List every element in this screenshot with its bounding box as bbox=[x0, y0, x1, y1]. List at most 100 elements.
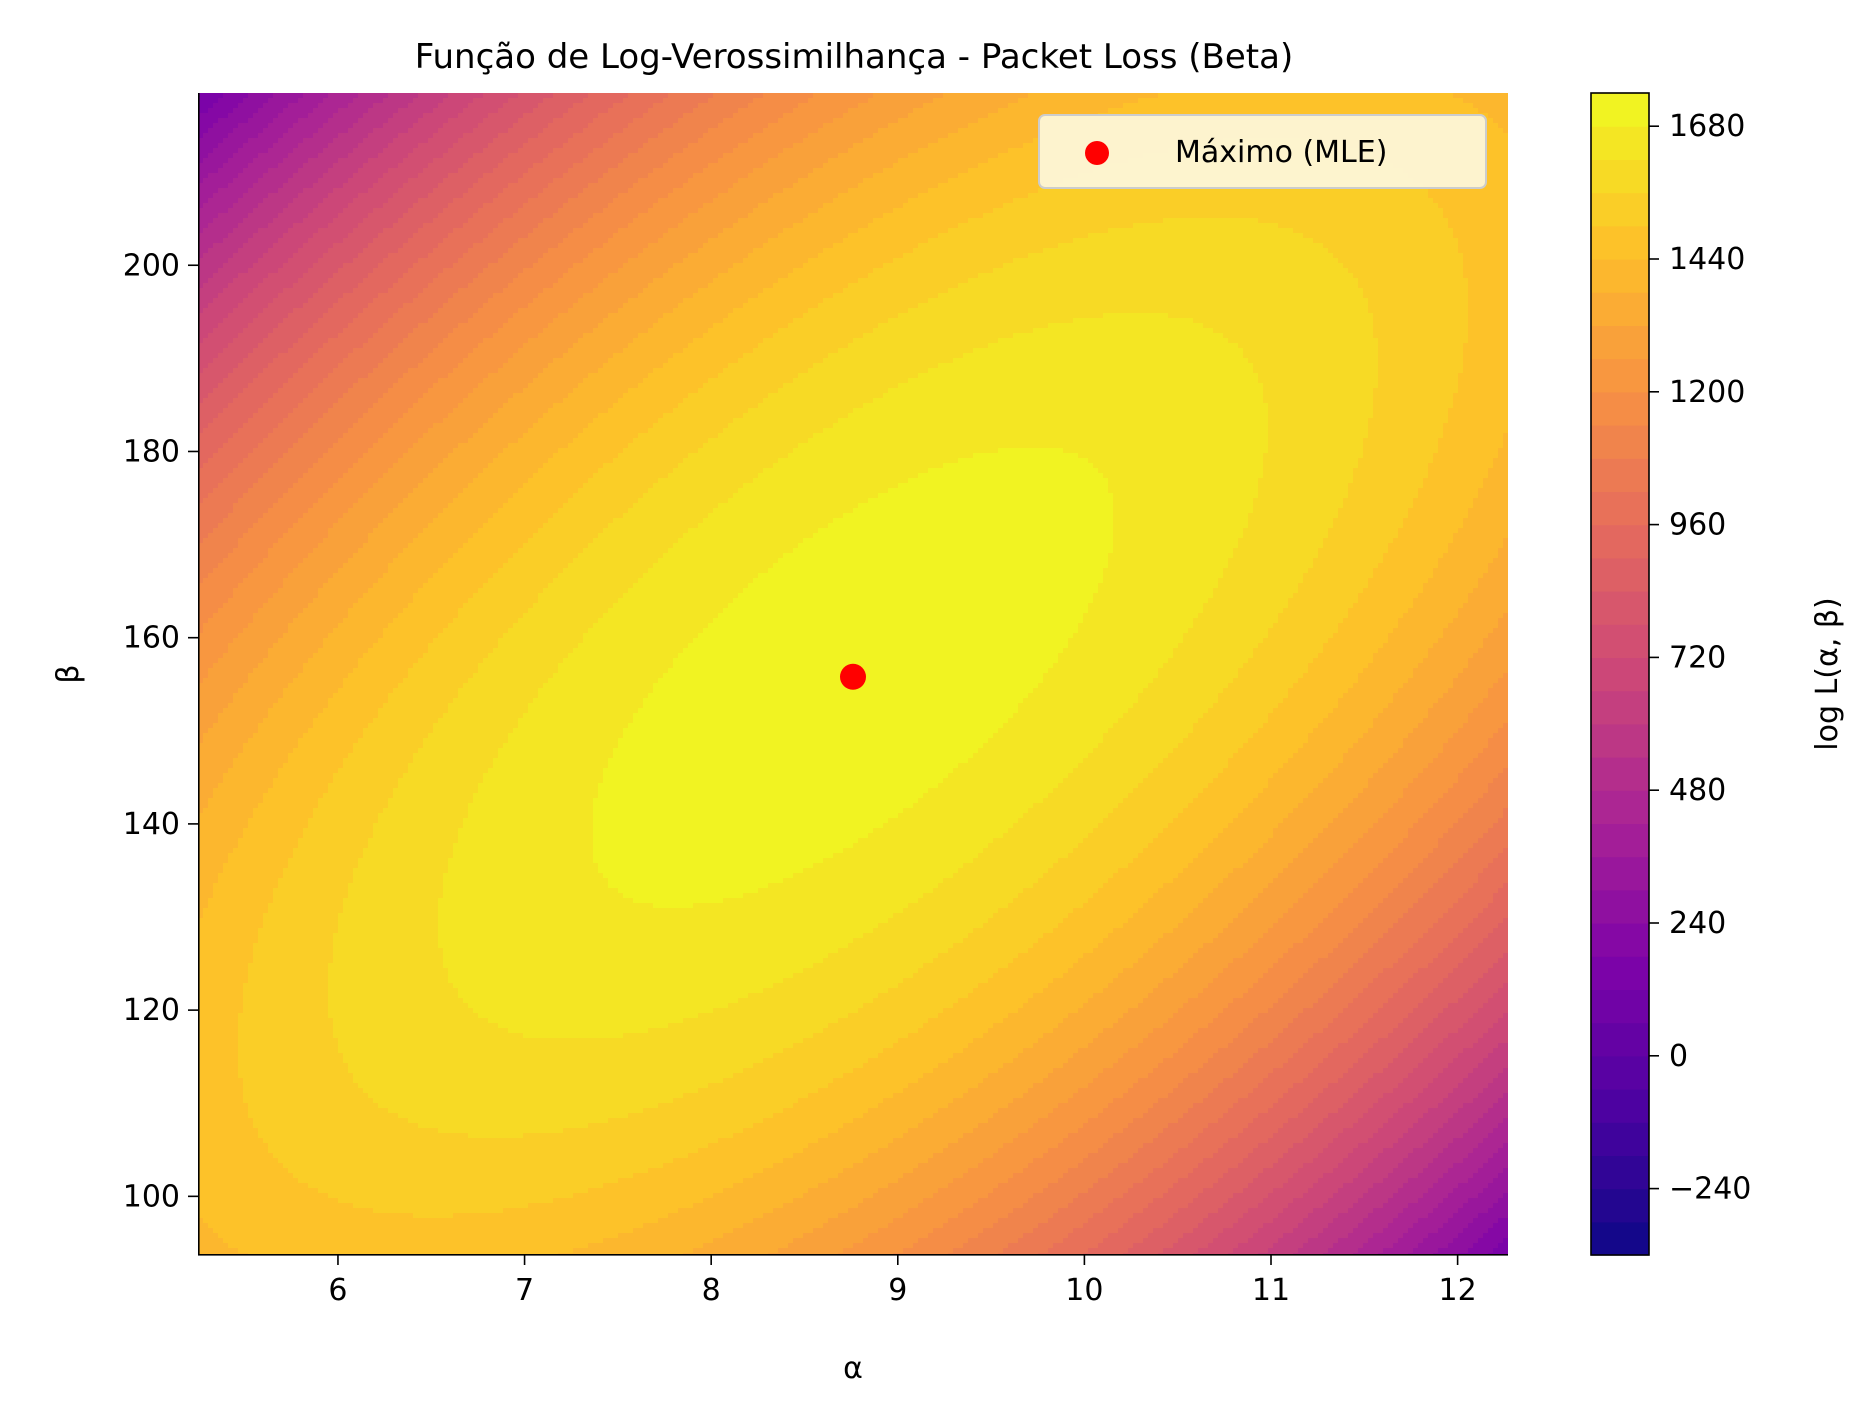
contour-band-cell bbox=[843, 1123, 919, 1129]
contour-band-cell bbox=[1183, 1113, 1224, 1119]
contour-band-cell bbox=[458, 168, 494, 174]
contour-band-cell bbox=[198, 1103, 249, 1109]
contour-band-cell bbox=[518, 208, 559, 214]
colorbar-band bbox=[1591, 126, 1649, 160]
contour-band-cell bbox=[628, 298, 684, 304]
contour-band-cell bbox=[208, 458, 244, 464]
contour-band-cell bbox=[1483, 973, 1508, 979]
contour-band-cell bbox=[438, 898, 634, 904]
chart-title: Função de Log-Verossimilhança - Packet L… bbox=[415, 37, 1293, 77]
contour-band-cell bbox=[1493, 1078, 1508, 1084]
contour-band-cell bbox=[718, 273, 789, 279]
contour-band-cell bbox=[1048, 1248, 1089, 1254]
contour-band-cell bbox=[833, 853, 979, 859]
contour-band-cell bbox=[443, 418, 489, 424]
contour-band-cell bbox=[1428, 1163, 1454, 1169]
contour-band-cell bbox=[538, 133, 574, 139]
contour-band-cell bbox=[918, 193, 1029, 199]
contour-band-cell bbox=[598, 793, 924, 799]
contour-band-cell bbox=[278, 588, 319, 594]
contour-band-cell bbox=[1453, 1188, 1484, 1194]
contour-band-cell bbox=[1413, 673, 1459, 679]
contour-band-cell bbox=[633, 338, 694, 344]
contour-band-cell bbox=[743, 353, 829, 359]
contour-band-cell bbox=[348, 323, 384, 329]
contour-band-cell bbox=[1473, 1068, 1504, 1074]
contour-band-cell bbox=[198, 833, 244, 839]
contour-band-cell bbox=[378, 233, 414, 239]
contour-band-cell bbox=[333, 628, 384, 634]
contour-band-cell bbox=[1248, 1123, 1284, 1129]
contour-band-cell bbox=[323, 148, 354, 154]
contour-band-cell bbox=[353, 743, 424, 749]
contour-band-cell bbox=[198, 563, 219, 569]
contour-band-cell bbox=[1093, 1078, 1139, 1084]
contour-band-cell bbox=[1073, 318, 1194, 324]
contour-band-cell bbox=[1193, 618, 1279, 624]
contour-band-cell bbox=[1228, 823, 1279, 829]
contour-band-cell bbox=[593, 813, 899, 819]
contour-band-cell bbox=[578, 383, 639, 389]
contour-band-cell bbox=[198, 733, 204, 739]
contour-band-cell bbox=[553, 403, 614, 409]
contour-band-cell bbox=[233, 508, 269, 514]
contour-band-cell bbox=[728, 363, 814, 369]
contour-band-cell bbox=[348, 893, 444, 899]
contour-band-cell bbox=[1243, 1188, 1274, 1194]
contour-band-cell bbox=[1433, 758, 1474, 764]
contour-band-cell bbox=[1498, 453, 1508, 459]
contour-band-cell bbox=[1078, 1128, 1124, 1134]
contour-band-cell bbox=[1268, 408, 1374, 414]
contour-band-cell bbox=[493, 513, 554, 519]
contour-band-cell bbox=[1298, 583, 1369, 589]
contour-band-cell bbox=[553, 178, 599, 184]
contour-band-cell bbox=[768, 568, 1104, 574]
contour-band-cell bbox=[1193, 798, 1254, 804]
contour-band-cell bbox=[1113, 548, 1234, 554]
contour-band-cell bbox=[378, 523, 429, 529]
contour-band-cell bbox=[888, 488, 1109, 494]
contour-band-cell bbox=[1463, 258, 1508, 264]
contour-band-cell bbox=[1048, 1148, 1099, 1154]
contour-band-cell bbox=[278, 878, 354, 884]
contour-band-cell bbox=[198, 98, 219, 104]
contour-band-cell bbox=[1333, 948, 1369, 954]
contour-band-cell bbox=[518, 488, 579, 494]
contour-band-cell bbox=[298, 118, 329, 124]
contour-band-cell bbox=[1123, 1013, 1174, 1019]
contour-band-cell bbox=[1498, 1098, 1508, 1104]
contour-band-cell bbox=[423, 223, 464, 229]
contour-band-cell bbox=[568, 308, 619, 314]
contour-band-cell bbox=[723, 118, 779, 124]
contour-band-cell bbox=[573, 163, 619, 169]
contour-band-cell bbox=[603, 613, 719, 619]
contour-band-cell bbox=[198, 1118, 254, 1124]
contour-band-cell bbox=[1398, 528, 1459, 534]
contour-band-cell bbox=[1223, 568, 1309, 574]
contour-band-cell bbox=[1373, 718, 1424, 724]
contour-band-cell bbox=[313, 323, 349, 329]
contour-band-cell bbox=[1118, 1018, 1169, 1024]
contour-band-cell bbox=[1138, 908, 1194, 914]
contour-band-cell bbox=[368, 448, 409, 454]
contour-band-cell bbox=[718, 613, 1084, 619]
contour-band-cell bbox=[533, 263, 574, 269]
contour-band-cell bbox=[368, 188, 399, 194]
contour-band-cell bbox=[298, 248, 329, 254]
contour-band-cell bbox=[973, 858, 1059, 864]
contour-band-cell bbox=[498, 223, 539, 229]
contour-band-cell bbox=[478, 663, 559, 669]
contour-band-cell bbox=[1308, 1188, 1339, 1194]
contour-band-cell bbox=[283, 383, 319, 389]
contour-band-cell bbox=[793, 318, 889, 324]
contour-band-cell bbox=[1428, 808, 1469, 814]
contour-band-cell bbox=[1223, 573, 1304, 579]
contour-band-cell bbox=[733, 113, 784, 119]
contour-band-cell bbox=[198, 1248, 239, 1254]
contour-band-cell bbox=[428, 193, 464, 199]
contour-band-cell bbox=[293, 148, 324, 154]
contour-band-cell bbox=[808, 368, 929, 374]
contour-band-cell bbox=[1388, 1223, 1414, 1229]
contour-band-cell bbox=[288, 228, 319, 234]
contour-band-cell bbox=[1158, 1063, 1204, 1069]
